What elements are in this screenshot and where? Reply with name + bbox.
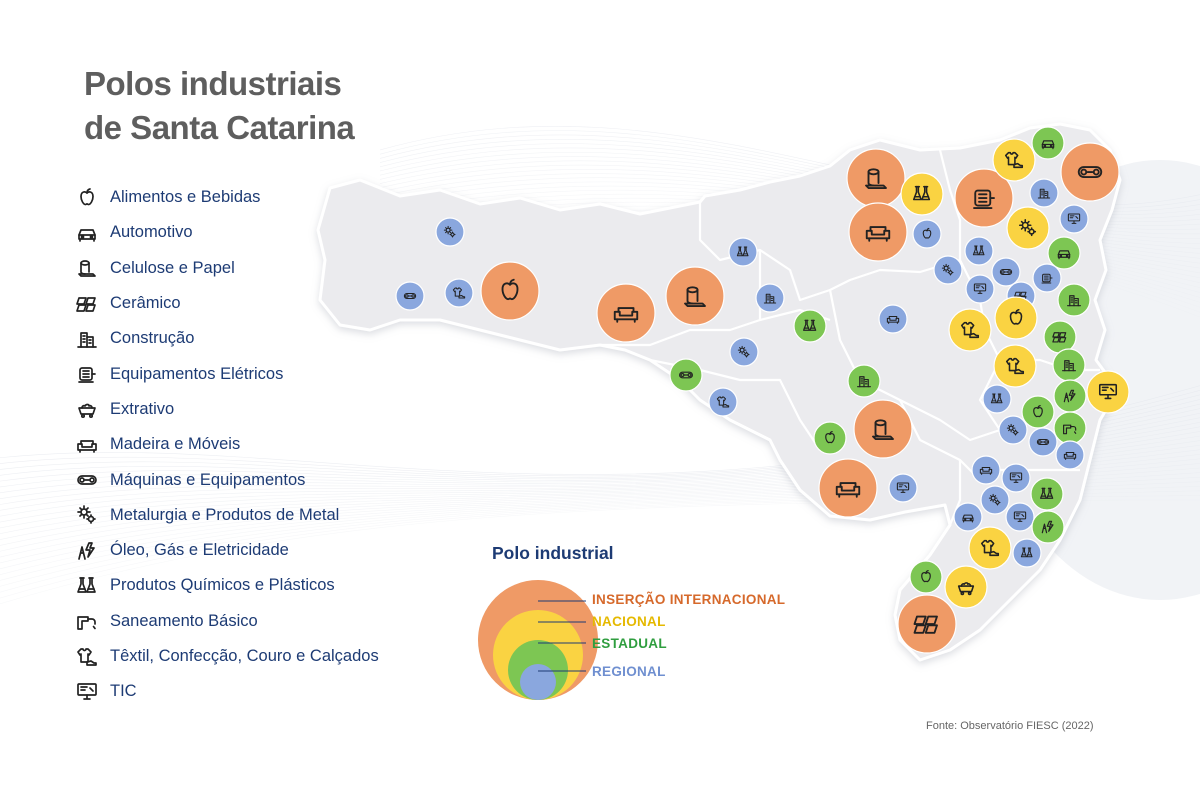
pole-marker-estadual bbox=[814, 422, 846, 454]
pole-marker-regional bbox=[972, 456, 1000, 484]
pole-marker-regional bbox=[730, 338, 758, 366]
pole-marker-internacional bbox=[898, 595, 956, 653]
pole-marker-internacional bbox=[481, 262, 539, 320]
pole-marker-regional bbox=[1013, 539, 1041, 567]
source-note: Fonte: Observatório FIESC (2022) bbox=[926, 720, 1094, 732]
pole-marker-estadual bbox=[1053, 349, 1085, 381]
pole-marker-nacional bbox=[995, 297, 1037, 339]
pole-marker-regional bbox=[1002, 464, 1030, 492]
pole-marker-regional bbox=[396, 282, 424, 310]
pole-marker-internacional bbox=[597, 284, 655, 342]
pole-marker-estadual bbox=[1054, 380, 1086, 412]
pole-marker-regional bbox=[999, 416, 1027, 444]
pole-marker-nacional bbox=[945, 566, 987, 608]
pole-marker-regional bbox=[1033, 264, 1061, 292]
pole-marker-regional bbox=[983, 385, 1011, 413]
pole-marker-estadual bbox=[1048, 237, 1080, 269]
pole-marker-estadual bbox=[848, 365, 880, 397]
tier-label-regional: REGIONAL bbox=[592, 664, 666, 679]
pole-marker-nacional bbox=[993, 139, 1035, 181]
pole-marker-nacional bbox=[994, 345, 1036, 387]
pole-marker-regional bbox=[1056, 441, 1084, 469]
pole-marker-nacional bbox=[969, 527, 1011, 569]
pole-marker-regional bbox=[445, 279, 473, 307]
pole-marker-internacional bbox=[849, 203, 907, 261]
pole-marker-regional bbox=[729, 238, 757, 266]
pole-marker-nacional bbox=[1087, 371, 1129, 413]
tier-legend-title: Polo industrial bbox=[492, 543, 614, 564]
tier-legend: INSERÇÃO INTERNACIONAL NACIONAL ESTADUAL RE… bbox=[470, 575, 800, 705]
pole-marker-internacional bbox=[666, 267, 724, 325]
pole-marker-regional bbox=[879, 305, 907, 333]
pole-marker-estadual bbox=[1032, 127, 1064, 159]
pole-marker-regional bbox=[992, 258, 1020, 286]
pole-marker-estadual bbox=[910, 561, 942, 593]
pole-marker-regional bbox=[913, 220, 941, 248]
pole-marker-estadual bbox=[1054, 412, 1086, 444]
pole-marker-regional bbox=[436, 218, 464, 246]
pole-marker-internacional bbox=[854, 400, 912, 458]
pole-marker-regional bbox=[1006, 503, 1034, 531]
pole-marker-nacional bbox=[901, 173, 943, 215]
pole-marker-regional bbox=[756, 284, 784, 312]
tier-label-nacional: NACIONAL bbox=[592, 614, 666, 629]
pole-marker-estadual bbox=[670, 359, 702, 391]
tier-label-internacional: INSERÇÃO INTERNACIONAL bbox=[592, 592, 785, 607]
pole-marker-estadual bbox=[1022, 396, 1054, 428]
pole-marker-internacional bbox=[819, 459, 877, 517]
pole-marker-internacional bbox=[847, 149, 905, 207]
pole-marker-regional bbox=[1060, 205, 1088, 233]
pole-marker-estadual bbox=[1058, 284, 1090, 316]
tier-circle-regional bbox=[520, 664, 556, 700]
pole-marker-estadual bbox=[794, 310, 826, 342]
tier-label-estadual: ESTADUAL bbox=[592, 636, 667, 651]
pole-marker-regional bbox=[889, 474, 917, 502]
pole-marker-regional bbox=[934, 256, 962, 284]
pole-marker-regional bbox=[966, 275, 994, 303]
pole-marker-nacional bbox=[949, 309, 991, 351]
pole-marker-regional bbox=[1029, 428, 1057, 456]
pole-marker-regional bbox=[1030, 179, 1058, 207]
pole-marker-regional bbox=[965, 237, 993, 265]
pole-marker-internacional bbox=[1061, 143, 1119, 201]
pole-marker-regional bbox=[981, 486, 1009, 514]
pole-marker-nacional bbox=[1007, 207, 1049, 249]
pole-marker-estadual bbox=[1044, 321, 1076, 353]
pole-marker-regional bbox=[954, 503, 982, 531]
pole-marker-regional bbox=[709, 388, 737, 416]
pole-marker-estadual bbox=[1031, 478, 1063, 510]
pole-marker-estadual bbox=[1032, 511, 1064, 543]
